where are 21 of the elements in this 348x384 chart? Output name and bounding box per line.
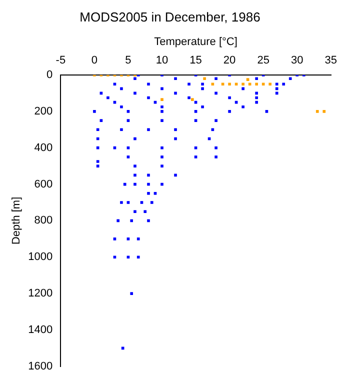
x-tick-label: 15 [190, 54, 202, 66]
y-tick-label: 1400 [28, 324, 53, 336]
y-tick-label: 600 [34, 178, 53, 190]
y-tick-label: 1200 [28, 288, 53, 300]
x-tick-label: 20 [223, 54, 236, 66]
x-tick-label: 10 [156, 54, 168, 66]
x-tick-label: 35 [324, 54, 338, 66]
x-tick-label: -5 [56, 54, 66, 66]
y-tick-label: 1600 [28, 360, 53, 372]
y-axis-title: Depth [m] [10, 196, 23, 245]
chart-title: MODS2005 in December, 1986 [80, 9, 260, 24]
y-tick-label: 200 [34, 105, 53, 118]
y-tick-label: 1000 [28, 251, 53, 264]
x-axis-title: Temperature [°C] [154, 36, 238, 48]
x-tick-label: 25 [257, 54, 270, 66]
x-tick-label: 0 [91, 54, 98, 66]
y-tick-label: 400 [34, 142, 53, 154]
y-tick-label: 0 [46, 69, 53, 82]
x-tick-label: 5 [125, 54, 132, 66]
y-tick-label: 800 [34, 214, 53, 227]
x-tick-label: 30 [290, 54, 304, 66]
